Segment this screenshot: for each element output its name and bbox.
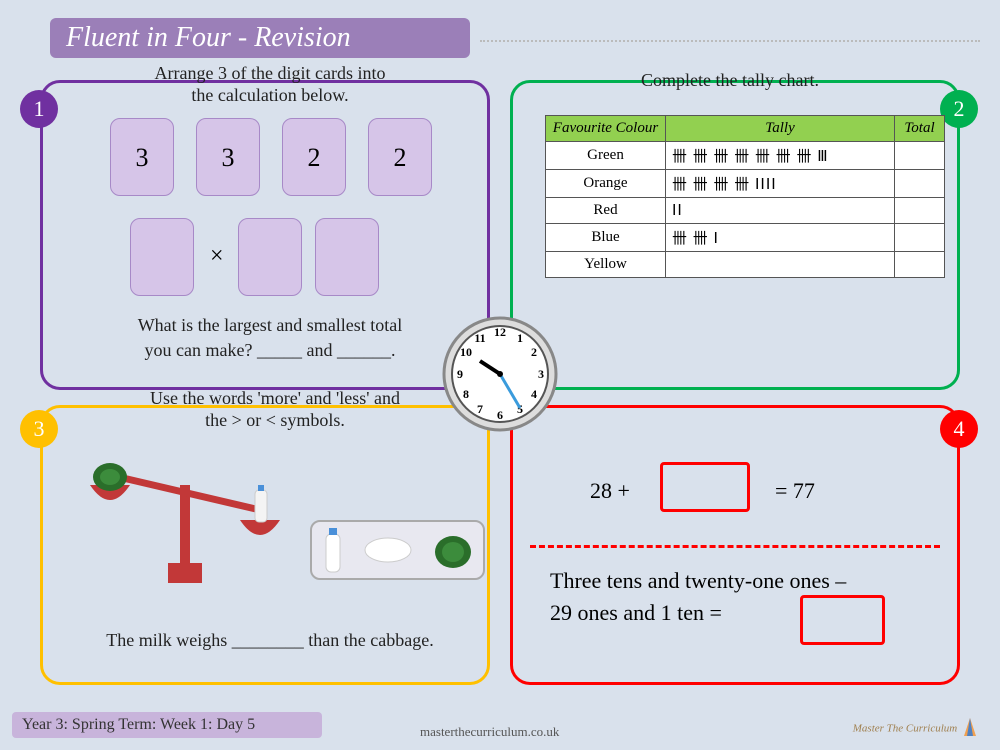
answer-box xyxy=(660,462,750,512)
q1-question-2: you can make? _____ and ______. xyxy=(70,340,470,361)
digit-blank xyxy=(130,218,194,296)
svg-text:7: 7 xyxy=(477,402,483,416)
svg-text:2: 2 xyxy=(531,345,537,359)
q1-instr-1: Arrange 3 of the digit cards into xyxy=(120,63,420,84)
table-row: Orange卌 卌 卌 卌 ⅠⅠⅠⅠ xyxy=(546,170,945,198)
q1-question-1: What is the largest and smallest total xyxy=(70,315,470,336)
digit-card: 3 xyxy=(110,118,174,196)
q2-instr: Complete the tally chart. xyxy=(570,70,890,91)
svg-text:11: 11 xyxy=(474,331,485,345)
th-colour: Favourite Colour xyxy=(546,116,666,142)
digit-card: 3 xyxy=(196,118,260,196)
red-dash xyxy=(530,545,940,548)
title-banner: Fluent in Four - Revision xyxy=(50,18,470,58)
q3-instr-1: Use the words 'more' and 'less' and xyxy=(90,388,460,409)
cabbage-icon xyxy=(433,530,473,570)
footer-label: Year 3: Spring Term: Week 1: Day 5 xyxy=(12,712,322,738)
q3-instr-2: the > or < symbols. xyxy=(90,410,460,431)
q4-text-2: 29 ones and 1 ten = xyxy=(550,600,722,626)
badge-2: 2 xyxy=(940,90,978,128)
answer-box xyxy=(800,595,885,645)
tally-table: Favourite Colour Tally Total Green卌 卌 卌 … xyxy=(545,115,945,278)
svg-text:9: 9 xyxy=(457,367,463,381)
divider-dotted xyxy=(480,40,980,42)
q4-text-1: Three tens and twenty-one ones – xyxy=(550,568,846,594)
svg-text:10: 10 xyxy=(460,345,472,359)
th-tally: Tally xyxy=(666,116,895,142)
digit-card: 2 xyxy=(368,118,432,196)
q3-sentence: The milk weighs ________ than the cabbag… xyxy=(60,630,480,651)
q1-instr-2: the calculation below. xyxy=(120,85,420,106)
digit-blank xyxy=(315,218,379,296)
q4-eq-left: 28 + xyxy=(590,478,630,504)
svg-text:3: 3 xyxy=(538,367,544,381)
q4-eq-right: = 77 xyxy=(775,478,815,504)
badge-4: 4 xyxy=(940,410,978,448)
badge-1: 1 xyxy=(20,90,58,128)
svg-text:4: 4 xyxy=(531,387,537,401)
items-box xyxy=(310,520,485,580)
badge-3: 3 xyxy=(20,410,58,448)
svg-text:12: 12 xyxy=(494,325,506,339)
clock-icon: 1212 345 678 91011 xyxy=(442,316,558,432)
balance-scale xyxy=(60,455,310,585)
table-row: RedⅠⅠ xyxy=(546,198,945,224)
th-total: Total xyxy=(895,116,945,142)
times-symbol: × xyxy=(210,243,224,270)
table-row: Green卌 卌 卌 卌 卌 卌 卌 Ⅲ xyxy=(546,142,945,170)
digit-card: 2 xyxy=(282,118,346,196)
svg-text:1: 1 xyxy=(517,331,523,345)
footer-url: masterthecurriculum.co.uk xyxy=(420,724,559,740)
svg-text:8: 8 xyxy=(463,387,469,401)
plate-icon xyxy=(363,535,413,565)
digit-blank xyxy=(238,218,302,296)
table-row: Blue卌 卌 Ⅰ xyxy=(546,224,945,252)
milk-icon xyxy=(322,526,344,574)
footer-logo: Master The Curriculum xyxy=(853,716,980,742)
svg-text:6: 6 xyxy=(497,408,503,422)
table-row: Yellow xyxy=(546,252,945,278)
